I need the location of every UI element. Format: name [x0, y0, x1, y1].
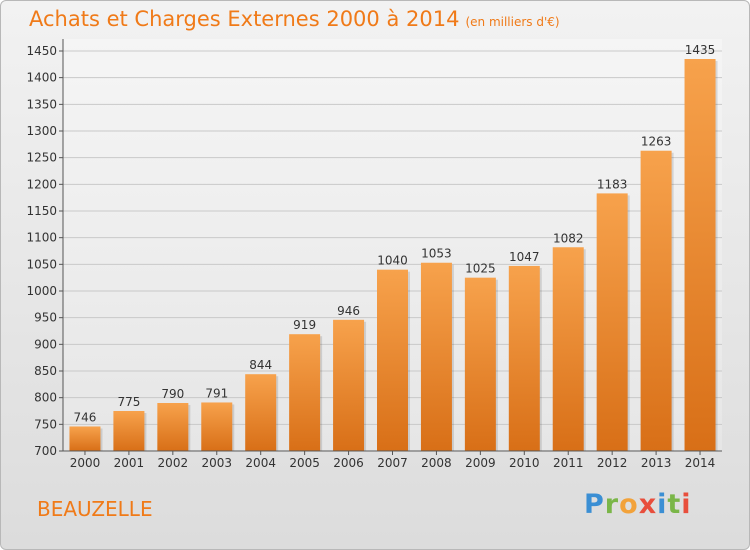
y-tick-label: 1400: [26, 71, 57, 85]
bar: [289, 334, 321, 451]
bar: [684, 59, 716, 451]
bar: [113, 411, 145, 451]
x-tick-label: 2005: [289, 456, 320, 470]
bar: [245, 374, 277, 451]
bar: [596, 193, 628, 451]
bar: [201, 402, 233, 451]
y-tick-label: 1150: [26, 204, 57, 218]
bar-value-label: 919: [293, 318, 316, 332]
bar-value-label: 1263: [641, 135, 672, 149]
y-tick-label: 1450: [26, 44, 57, 58]
x-tick-label: 2010: [509, 456, 540, 470]
y-tick-label: 900: [34, 337, 57, 351]
x-tick-label: 2001: [114, 456, 145, 470]
x-tick-label: 2009: [465, 456, 496, 470]
bar: [69, 426, 101, 451]
x-tick-label: 2000: [70, 456, 101, 470]
bar-value-label: 791: [205, 386, 228, 400]
proxiti-logo: Proxiti: [584, 489, 692, 520]
bar-value-label: 1025: [465, 262, 496, 276]
x-tick-label: 2011: [553, 456, 584, 470]
bar: [420, 262, 452, 451]
bar-value-label: 946: [337, 304, 360, 318]
bar: [464, 277, 496, 451]
bar-value-label: 844: [249, 358, 272, 372]
y-tick-label: 1000: [26, 284, 57, 298]
chart-unit: (en milliers d'€): [465, 15, 560, 29]
x-tick-label: 2014: [685, 456, 716, 470]
bar: [157, 403, 189, 451]
y-tick-label: 850: [34, 364, 57, 378]
bar: [333, 319, 365, 451]
y-tick-label: 1250: [26, 151, 57, 165]
y-tick-label: 800: [34, 391, 57, 405]
bar-value-label: 1435: [685, 43, 716, 57]
x-tick-label: 2007: [377, 456, 408, 470]
bar-value-label: 1047: [509, 250, 540, 264]
x-tick-label: 2012: [597, 456, 628, 470]
bar: [552, 247, 584, 451]
bar-value-label: 746: [74, 410, 97, 424]
y-tick-label: 950: [34, 311, 57, 325]
y-tick-label: 1350: [26, 97, 57, 111]
bar: [377, 269, 408, 451]
y-tick-label: 1050: [26, 257, 57, 271]
bar: [508, 265, 540, 451]
commune-name: BEAUZELLE: [37, 497, 153, 521]
bar-value-label: 775: [117, 395, 140, 409]
y-tick-label: 1100: [26, 231, 57, 245]
chart-title-text: Achats et Charges Externes 2000 à 2014: [29, 7, 460, 31]
y-tick-label: 700: [34, 444, 57, 458]
bar-value-label: 790: [161, 387, 184, 401]
x-tick-label: 2006: [333, 456, 364, 470]
x-tick-label: 2004: [245, 456, 276, 470]
bar-value-label: 1183: [597, 177, 628, 191]
bar-value-label: 1082: [553, 231, 584, 245]
bar-value-label: 1053: [421, 247, 452, 261]
y-tick-label: 750: [34, 417, 57, 431]
y-tick-label: 1300: [26, 124, 57, 138]
y-tick-label: 1200: [26, 177, 57, 191]
x-tick-label: 2002: [158, 456, 189, 470]
bar: [640, 150, 672, 451]
x-tick-label: 2003: [201, 456, 232, 470]
chart-title: Achats et Charges Externes 2000 à 2014 (e…: [29, 7, 560, 31]
x-tick-label: 2013: [641, 456, 672, 470]
bar-value-label: 1040: [377, 254, 408, 268]
x-tick-label: 2008: [421, 456, 452, 470]
